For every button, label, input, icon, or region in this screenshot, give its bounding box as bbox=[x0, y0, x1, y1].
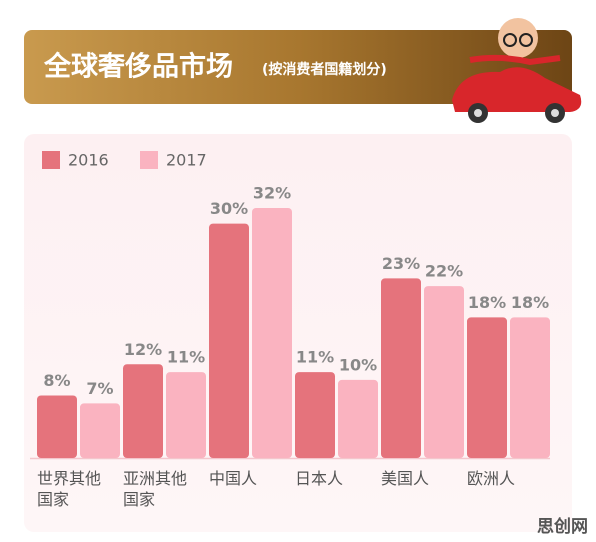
bar bbox=[80, 403, 120, 458]
car-illustration bbox=[452, 18, 582, 123]
legend-swatch bbox=[140, 151, 158, 169]
value-label: 30% bbox=[210, 199, 248, 218]
value-label: 8% bbox=[43, 371, 70, 390]
bar bbox=[424, 286, 464, 458]
value-label: 18% bbox=[468, 293, 506, 312]
legend-label: 2016 bbox=[68, 151, 109, 170]
x-tick-label: 亚洲其他国家 bbox=[123, 469, 188, 509]
x-tick-label: 日本人 bbox=[295, 469, 344, 488]
bar bbox=[338, 379, 378, 458]
value-label: 22% bbox=[425, 262, 463, 281]
bar bbox=[252, 208, 292, 458]
watermark: 思创网 bbox=[537, 517, 588, 537]
value-label: 12% bbox=[124, 340, 162, 359]
bar bbox=[209, 223, 249, 458]
chart-subtitle: (按消费者国籍划分) bbox=[262, 61, 387, 78]
bar bbox=[381, 278, 421, 458]
x-tick-label: 中国人 bbox=[209, 469, 258, 488]
value-label: 18% bbox=[511, 293, 549, 312]
legend-swatch bbox=[42, 151, 60, 169]
legend-label: 2017 bbox=[166, 151, 207, 170]
x-tick-label: 美国人 bbox=[381, 469, 430, 488]
value-label: 11% bbox=[167, 348, 205, 367]
bar bbox=[510, 317, 550, 458]
x-tick-label: 欧洲人 bbox=[467, 469, 516, 488]
value-label: 10% bbox=[339, 355, 377, 374]
title-banner bbox=[24, 30, 572, 104]
value-label: 7% bbox=[86, 379, 113, 398]
chart-title: 全球奢侈品市场 bbox=[43, 51, 233, 83]
bar bbox=[166, 372, 206, 458]
bar bbox=[467, 317, 507, 458]
bar bbox=[37, 395, 77, 458]
bar bbox=[295, 372, 335, 458]
value-label: 11% bbox=[296, 348, 334, 367]
value-label: 32% bbox=[253, 184, 291, 203]
value-label: 23% bbox=[382, 254, 420, 273]
bar bbox=[123, 364, 163, 458]
x-tick-label: 世界其他国家 bbox=[37, 469, 102, 509]
